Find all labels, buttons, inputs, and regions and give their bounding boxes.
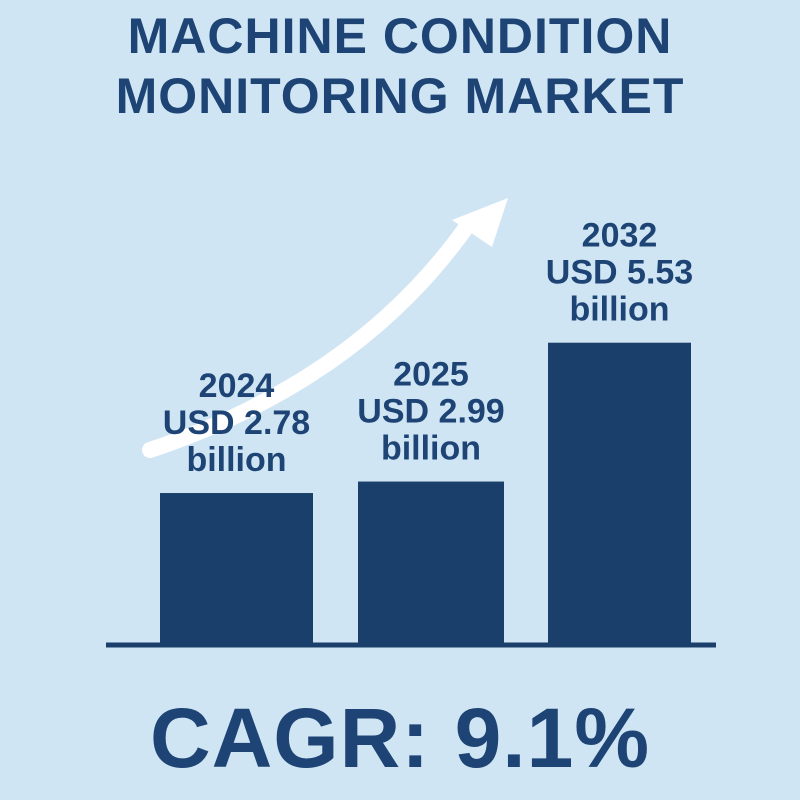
title-line-2: MONITORING MARKET (115, 68, 685, 124)
year-label-2024: 2024 (199, 367, 275, 405)
cagr-label: CAGR: 9.1% (149, 691, 651, 785)
unit-label-2024: billion (186, 441, 286, 479)
value-label-2032: USD 5.53 (546, 254, 693, 292)
bar-2025 (358, 481, 504, 645)
bar-2032 (548, 342, 691, 645)
bar-2024 (160, 493, 313, 645)
value-label-2024: USD 2.78 (163, 404, 310, 442)
unit-label-2025: billion (381, 430, 481, 468)
year-label-2032: 2032 (582, 217, 658, 255)
title-line-1: MACHINE CONDITION (127, 8, 673, 64)
bars-layer (160, 342, 691, 645)
chart-title: MACHINE CONDITION MONITORING MARKET (0, 6, 800, 126)
unit-label-2032: billion (569, 291, 669, 329)
trend-arrow-icon (142, 198, 508, 458)
trend-arrow-head (452, 198, 508, 247)
trend-arrow-line (142, 214, 478, 458)
value-label-2025: USD 2.99 (357, 393, 504, 431)
year-label-2025: 2025 (393, 356, 469, 394)
